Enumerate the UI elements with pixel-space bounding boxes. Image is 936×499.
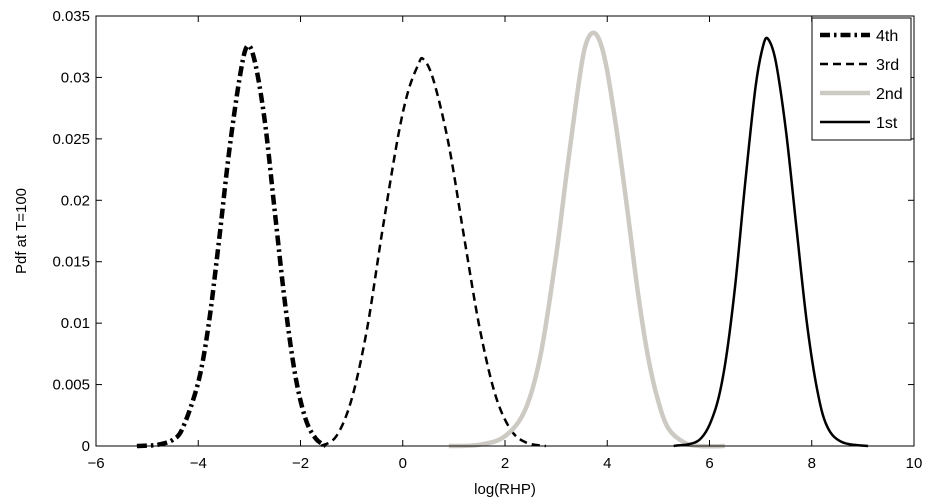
y-tick-label: 0.025	[52, 131, 90, 148]
series-layer	[136, 30, 869, 449]
y-tick-label: 0.005	[52, 377, 90, 394]
x-tick-label: 6	[705, 455, 713, 472]
y-axis-label: Pdf at T=100	[13, 188, 30, 274]
y-axis: 0 0.005 0.01 0.015 0.02 0.025 0.03 0.035	[52, 8, 914, 455]
x-tick-label: −2	[292, 455, 309, 472]
series-line-1st	[673, 36, 869, 448]
legend-label: 3rd	[876, 57, 899, 74]
x-tick-label: 0	[399, 455, 407, 472]
x-axis-label: log(RHP)	[474, 481, 536, 498]
y-tick-label: 0.01	[61, 315, 90, 332]
legend-box	[811, 17, 912, 141]
x-tick-label: 10	[906, 455, 923, 472]
legend: 4th 3rd 2nd 1st	[811, 17, 912, 141]
y-tick-label: 0.02	[61, 192, 90, 209]
y-tick-label: 0.035	[52, 8, 90, 25]
series-line-3rd	[320, 56, 547, 448]
legend-label: 4th	[876, 28, 898, 45]
x-tick-label: −6	[87, 455, 104, 472]
legend-label: 1st	[876, 115, 898, 132]
series-line-2nd	[448, 30, 725, 449]
x-tick-label: 2	[501, 455, 509, 472]
series-line-4th	[136, 43, 328, 449]
y-tick-label: 0.03	[61, 69, 90, 86]
x-tick-label: −4	[190, 455, 207, 472]
legend-label: 2nd	[876, 86, 903, 103]
y-tick-label: 0.015	[52, 254, 90, 271]
x-tick-label: 4	[603, 455, 611, 472]
y-tick-label: 0	[82, 438, 90, 455]
x-axis: −6 −4 −2 0 2 4 6 8 10	[87, 16, 922, 472]
x-tick-label: 8	[808, 455, 816, 472]
